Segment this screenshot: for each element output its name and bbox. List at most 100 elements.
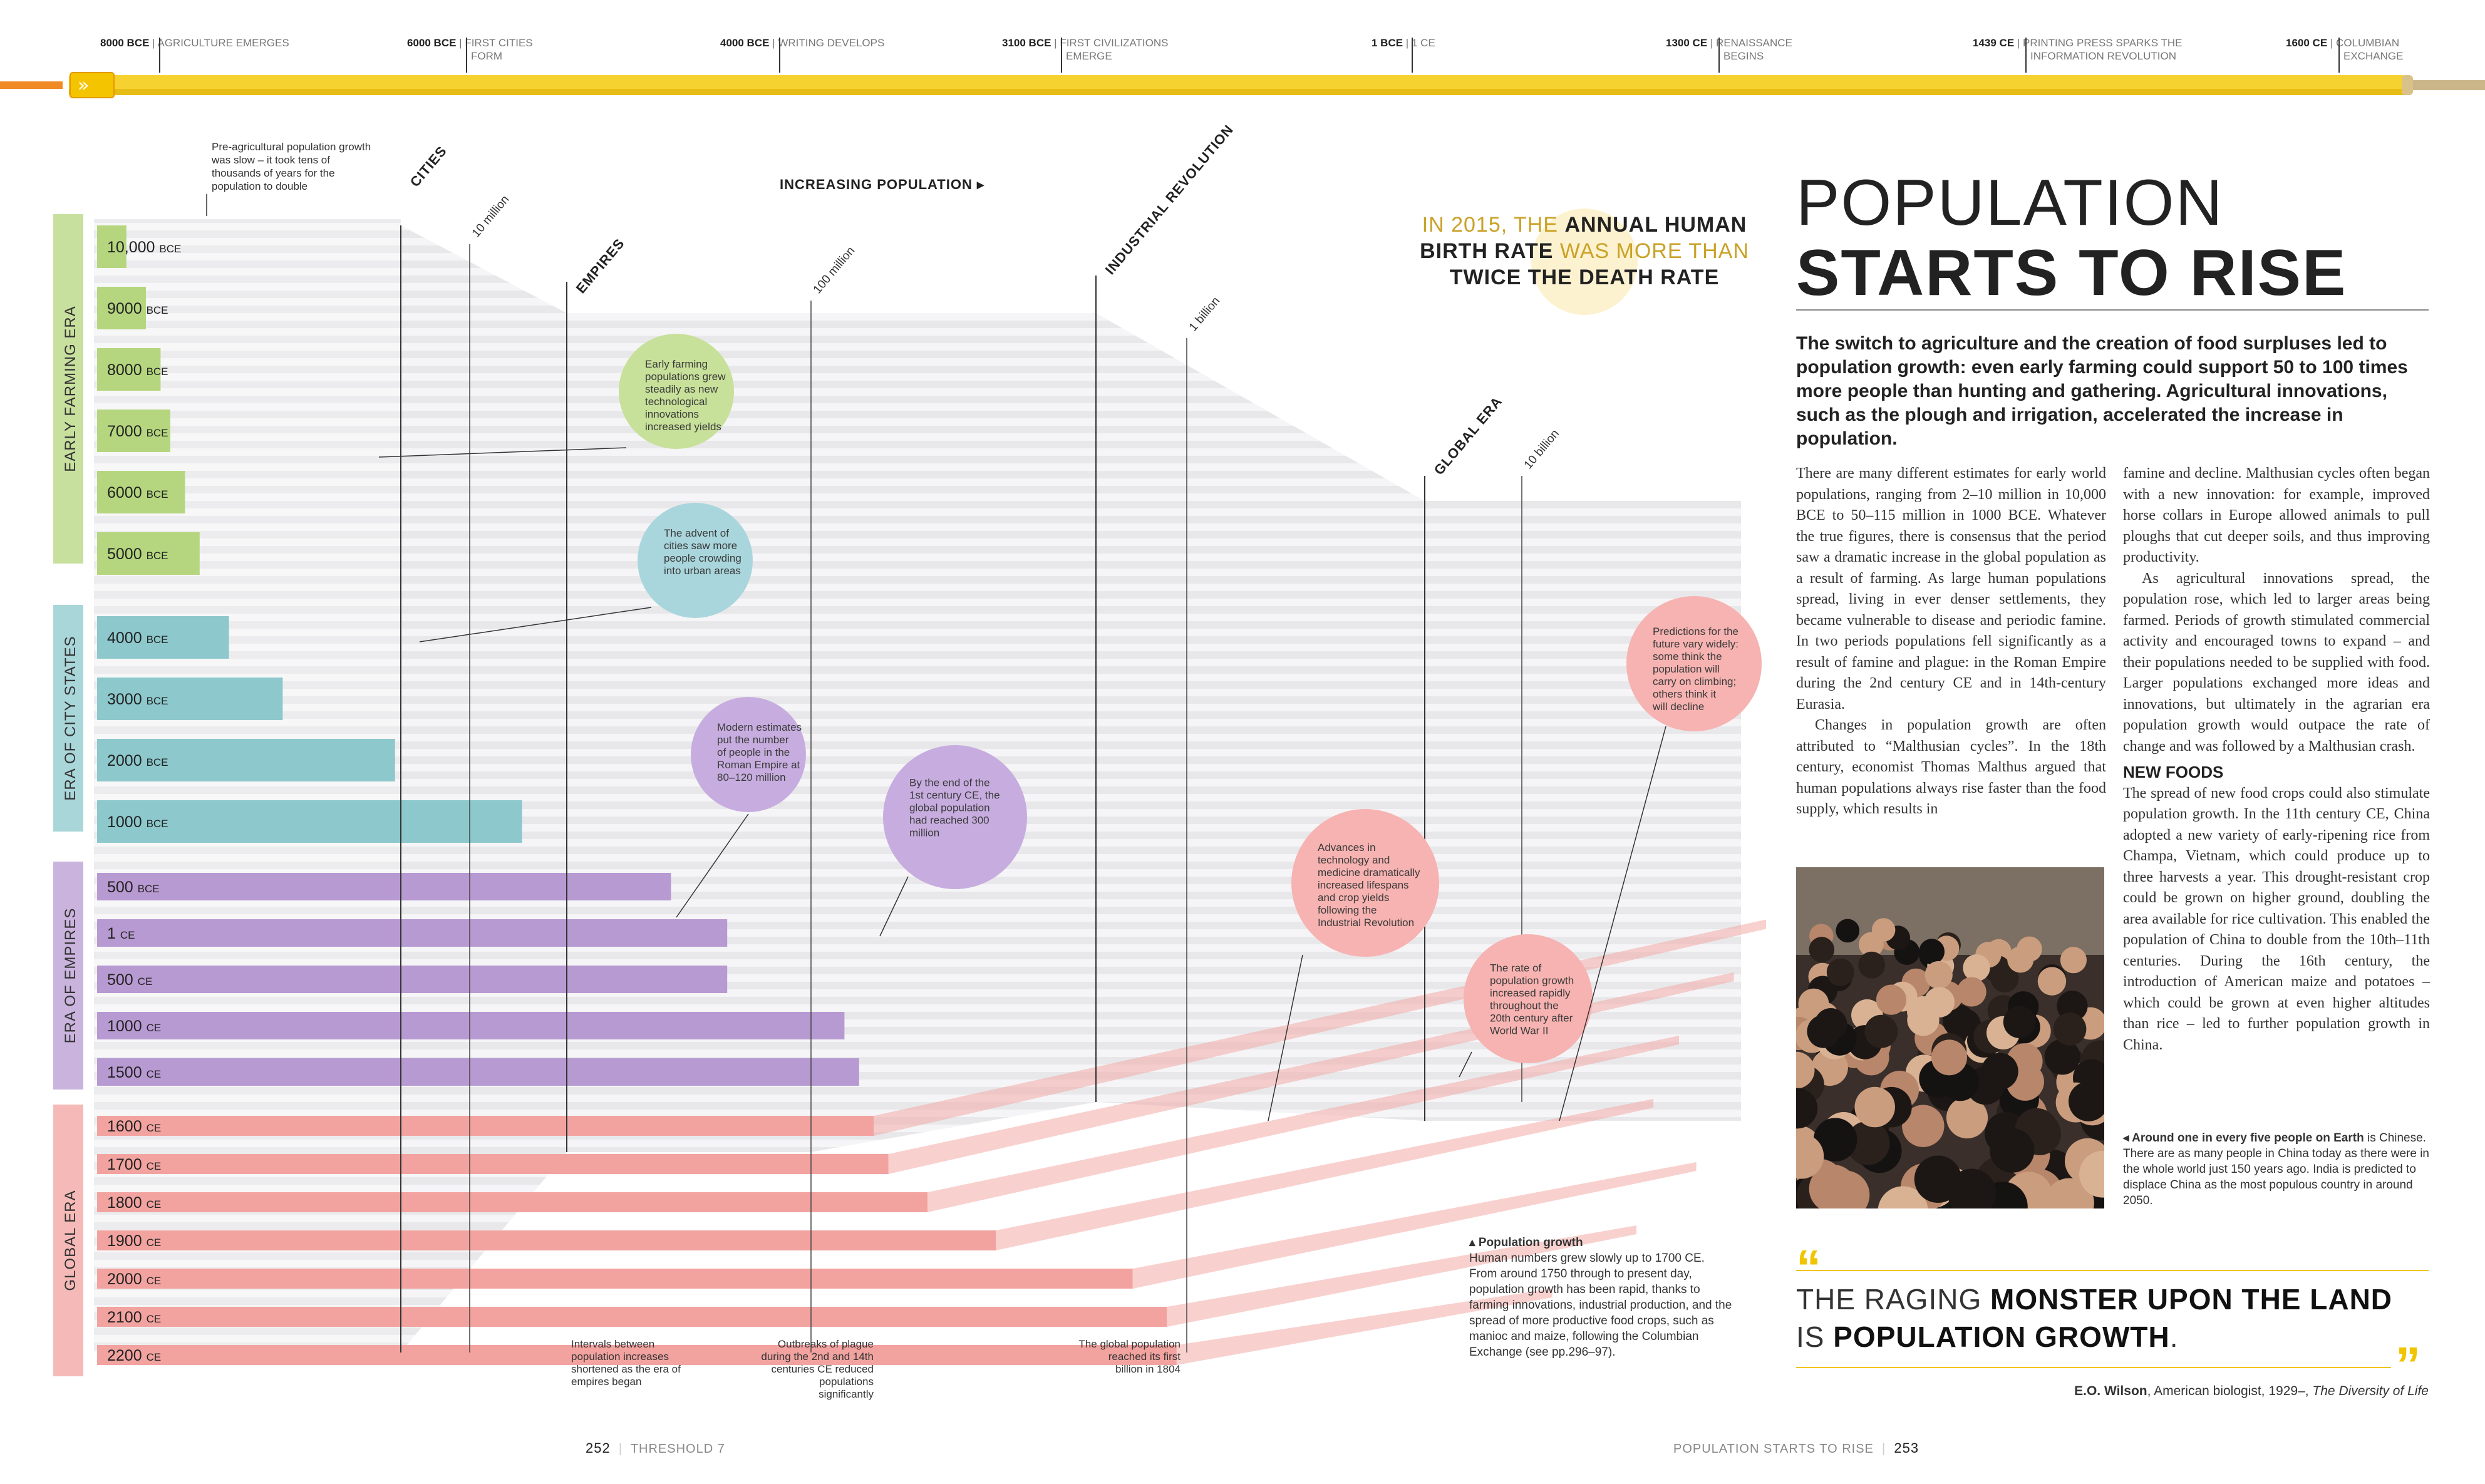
crowd-figure [1813,1118,1857,1162]
population-bar [97,616,229,659]
bottom-note-line: populations [819,1376,874,1388]
timeline-event-year: 1439 CE [1973,37,2015,49]
annotation-circle-text-line: populations grew [645,371,726,383]
bottom-note-line: during the 2nd and 14th [761,1351,874,1363]
annotation-circle-text-line: increased rapidly [1490,987,1571,999]
timeline-event-label: AGRICULTURE EMERGES [157,37,289,49]
annotation-circle [691,697,806,812]
chart-annotation-circles: Early farming populations grew steadily as… [378,334,1762,1121]
annotation-leader [1268,954,1303,1121]
pre-agricultural-note-line: population to double [212,180,307,192]
row-label: 1700 CE [107,1156,161,1173]
population-bar [97,800,522,843]
crowd-figure [1956,977,1986,1007]
row-label-year: 1500 [107,1064,147,1081]
annotation-circle-text-line: population growth [1490,975,1574,987]
annotation-circle-text-line: into urban areas [664,565,741,577]
crowd-figure [1876,984,1907,1015]
body-paragraph: As agricultural innovations spread, the … [2123,570,2430,755]
row-label-year: 3000 [107,691,147,708]
receding-stripe [1132,1162,1697,1289]
population-bar [97,966,728,993]
annotation-circle-text-line: people crowding [664,552,741,564]
annotation-circle-text-line: throughout the [1490,1000,1559,1012]
timeline-event-year: 1600 CE [2286,37,2328,49]
column-header: CITIES [407,143,450,190]
annotation-circle [1626,596,1762,731]
timeline-bar: » [0,72,2485,98]
annotation-circle-text-line: put the number [717,734,789,746]
annotation-circle [1464,934,1593,1063]
annotation-circle-text-line: 80–120 million [717,771,786,783]
timeline-event: 1300 CE | RENAISSANCE BEGINS [1666,37,1792,62]
row-label-year: 2200 [107,1347,147,1364]
timeline-event-label: RENAISSANCE [1716,37,1792,49]
annotation-circle-text-line: World War II [1490,1025,1549,1037]
row-label-year: 1800 [107,1194,147,1212]
crowd-figure [2044,1178,2094,1208]
row-label-year: 2000 [107,752,147,770]
body-paragraph: The spread of new food crops could also … [2123,785,2430,1053]
crowd-figure [1902,1105,1945,1147]
annotation-circle-text-line: By the end of the [909,777,990,789]
annotation-circle-text-line: million [909,827,939,839]
row-label: 500 BCE [107,879,160,896]
annotation-circle-text: By the end of the 1st century CE, the glob… [909,777,1000,839]
population-bar [97,1058,859,1086]
crowd-figure [1796,1051,1815,1089]
annotation-circle-text-line: The advent of [664,527,729,539]
timeline-tick [2338,38,2340,73]
body-paragraph: famine and decline. Malthusian cycles of… [2123,465,2430,565]
row-label: 2000 CE [107,1270,161,1288]
timeline-event-label-2: EXCHANGE [2343,50,2404,62]
footer-right: POPULATION STARTS TO RISE | 253 [1673,1440,1919,1456]
receding-stripe [1176,1289,1552,1365]
annotation-circle-text-line: Early farming [645,358,708,370]
row-label: 1800 CE [107,1194,161,1212]
photo-caption: ◂ Around one in every five people on Ear… [2123,1131,2429,1207]
crowd-figure [1854,1086,1895,1128]
population-chart: EARLY FARMING ERA ERA OF CITY STATES ERA O… [53,125,1766,1400]
population-bar [97,1269,1133,1289]
timeline-event-year: 4000 BCE [720,37,770,49]
population-marker-label: 10 billion [1522,427,1562,471]
era-band [53,214,83,564]
quote-attribution: E.O. Wilson, American biologist, 1929–, … [2074,1384,2429,1398]
timeline-event-year: 1 BCE [1372,37,1403,49]
timeline-event: 8000 BCE | AGRICULTURE EMERGES [100,37,289,49]
bottom-note-line: empires began [571,1376,641,1388]
pre-agricultural-note-line: was slow – it took tens of [211,154,330,166]
crowd-figure [2060,947,2087,974]
row-label-suffix: CE [147,1122,162,1134]
timeline-event-label: PRINTING PRESS SPARKS THE [2023,37,2183,49]
annotation-circle [1291,809,1439,957]
annotation-circle-text-line: Industrial Revolution [1318,917,1414,929]
row-label: 2200 CE [107,1347,161,1364]
crowd-figure [1796,1088,1818,1129]
crowd-figure [1846,1121,1890,1165]
perspective-panel [1096,313,1425,1121]
population-bar [97,1345,1177,1365]
row-label-suffix: CE [138,976,153,987]
row-label-year: 2000 [107,1270,147,1288]
receding-stripe [927,1036,1679,1212]
annotation-circle-text-line: technological [645,396,707,408]
quote-rule-bottom [1796,1367,2391,1368]
annotation-circle-text-line: increased yields [645,421,721,433]
perspective-panel [811,313,1096,1152]
row-label: 1900 CE [107,1232,161,1250]
row-label-year: 10,000 [107,239,159,256]
crowd-figure [1963,954,1990,982]
population-bar [97,1192,927,1212]
population-bar [97,1116,874,1136]
annotation-circle-text-line: Advances in [1318,842,1376,853]
row-label-year: 4000 [107,629,147,647]
annotation-circle-text-line: others think it [1653,688,1716,700]
annotation-circle-text-line: technology and [1318,854,1390,866]
timeline-event: 1600 CE | COLUMBIAN EXCHANGE [2286,37,2404,62]
row-label-year: 1 [107,925,120,942]
crowd-figure [1878,1186,1928,1208]
row-label: 1000 CE [107,1018,161,1035]
era-label: ERA OF CITY STATES [62,636,79,800]
body-paragraph: Changes in population growth are often a… [1796,717,2106,817]
